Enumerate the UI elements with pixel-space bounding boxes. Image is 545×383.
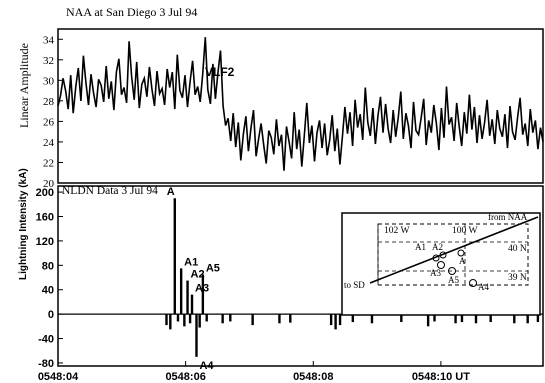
x-tick-label: 0548:04 [38, 371, 79, 383]
inset-label-a5: A5 [448, 275, 459, 285]
inset-label-a1: A1 [415, 242, 426, 252]
amplitude-y-tick-label: 20 [43, 178, 55, 190]
inset-label-a4: A4 [478, 282, 489, 292]
lightning-y-tick-label: 40 [42, 285, 54, 297]
inset-lat-label-39n: 39 N [508, 273, 527, 283]
inset-stroke-marker [432, 254, 440, 262]
amplitude-y-tick-label: 28 [43, 96, 55, 108]
amplitude-y-tick-label: 34 [43, 34, 55, 46]
x-tick-label: 0548:06 [165, 371, 205, 383]
inset-label-from-naa: from NAA [488, 212, 528, 222]
lightning-y-tick-label: 200 [36, 187, 54, 199]
inset-stroke-marker [437, 261, 445, 269]
amplitude-y-tick-label: 32 [43, 55, 54, 67]
x-axis: 0548:04 0548:06 0548:08 0548:10 UT [38, 361, 470, 383]
inset-stroke-marker [457, 249, 465, 257]
x-tick-label: 0548:10 UT [412, 371, 470, 383]
lightning-y-tick-label: 120 [36, 236, 54, 248]
lightning-stroke-label: A2 [191, 269, 205, 281]
inset-lat-label-40n: 40 N [508, 244, 527, 254]
amplitude-y-tick-label: 22 [43, 157, 54, 169]
vlf2-series-line [57, 37, 544, 171]
lightning-y-tick-label: -40 [38, 334, 54, 346]
inset-label-a: A [459, 256, 466, 266]
lightning-stroke-label: A5 [206, 262, 220, 274]
inset-map: 102 W 100 W 40 N 39 N to SD from NAA A1 … [341, 212, 541, 316]
lightning-plot-frame [57, 185, 544, 367]
amplitude-y-axis-label: Linear Amplitude [17, 43, 31, 128]
amplitude-y-tick-label: 26 [43, 116, 55, 128]
inset-stroke-marker [439, 251, 447, 259]
inset-lon-label-100w: 100 W [452, 226, 477, 236]
lightning-y-tick-label: 0 [48, 309, 54, 321]
lightning-stroke-label: A4 [199, 360, 214, 372]
lightning-stroke-label: A [167, 186, 175, 198]
inset-label-to-sd: to SD [344, 280, 365, 290]
inset-label-a2: A2 [432, 242, 443, 252]
amplitude-y-tick-label: 30 [43, 75, 55, 87]
inset-stroke-marker [469, 279, 477, 287]
vlf2-series-label: VLF2 [205, 65, 235, 79]
inset-label-a3: A3 [430, 268, 441, 278]
lightning-y-tick-label: 80 [42, 260, 54, 272]
lightning-y-tick-label: -80 [38, 358, 54, 370]
inset-lon-label-102w: 102 W [384, 226, 409, 236]
lightning-y-tick-label: 160 [36, 212, 54, 224]
lightning-panel-title: NLDN Data 3 Jul 94 [62, 185, 158, 197]
lightning-y-axis-label: Lightning Intensity (kA) [18, 168, 29, 280]
amplitude-panel: NAA at San Diego 3 Jul 94 Linear Amplitu… [17, 5, 544, 190]
lightning-panel: NLDN Data 3 Jul 94 Lightning Intensity (… [18, 168, 544, 383]
amplitude-y-ticks: 20 22 24 26 28 30 32 34 [43, 34, 63, 190]
amplitude-y-tick-label: 24 [43, 137, 55, 149]
lightning-y-ticks: -80 -40 0 40 80 120 160 200 [36, 187, 63, 370]
inset-stroke-marker [448, 267, 456, 275]
lightning-stroke-label: A1 [184, 256, 198, 268]
inset-propagation-path [369, 216, 539, 284]
amplitude-panel-title: NAA at San Diego 3 Jul 94 [66, 5, 197, 19]
x-tick-label: 0548:08 [293, 371, 333, 383]
lightning-strokes: AA1A2A3A5A4 [165, 186, 540, 372]
